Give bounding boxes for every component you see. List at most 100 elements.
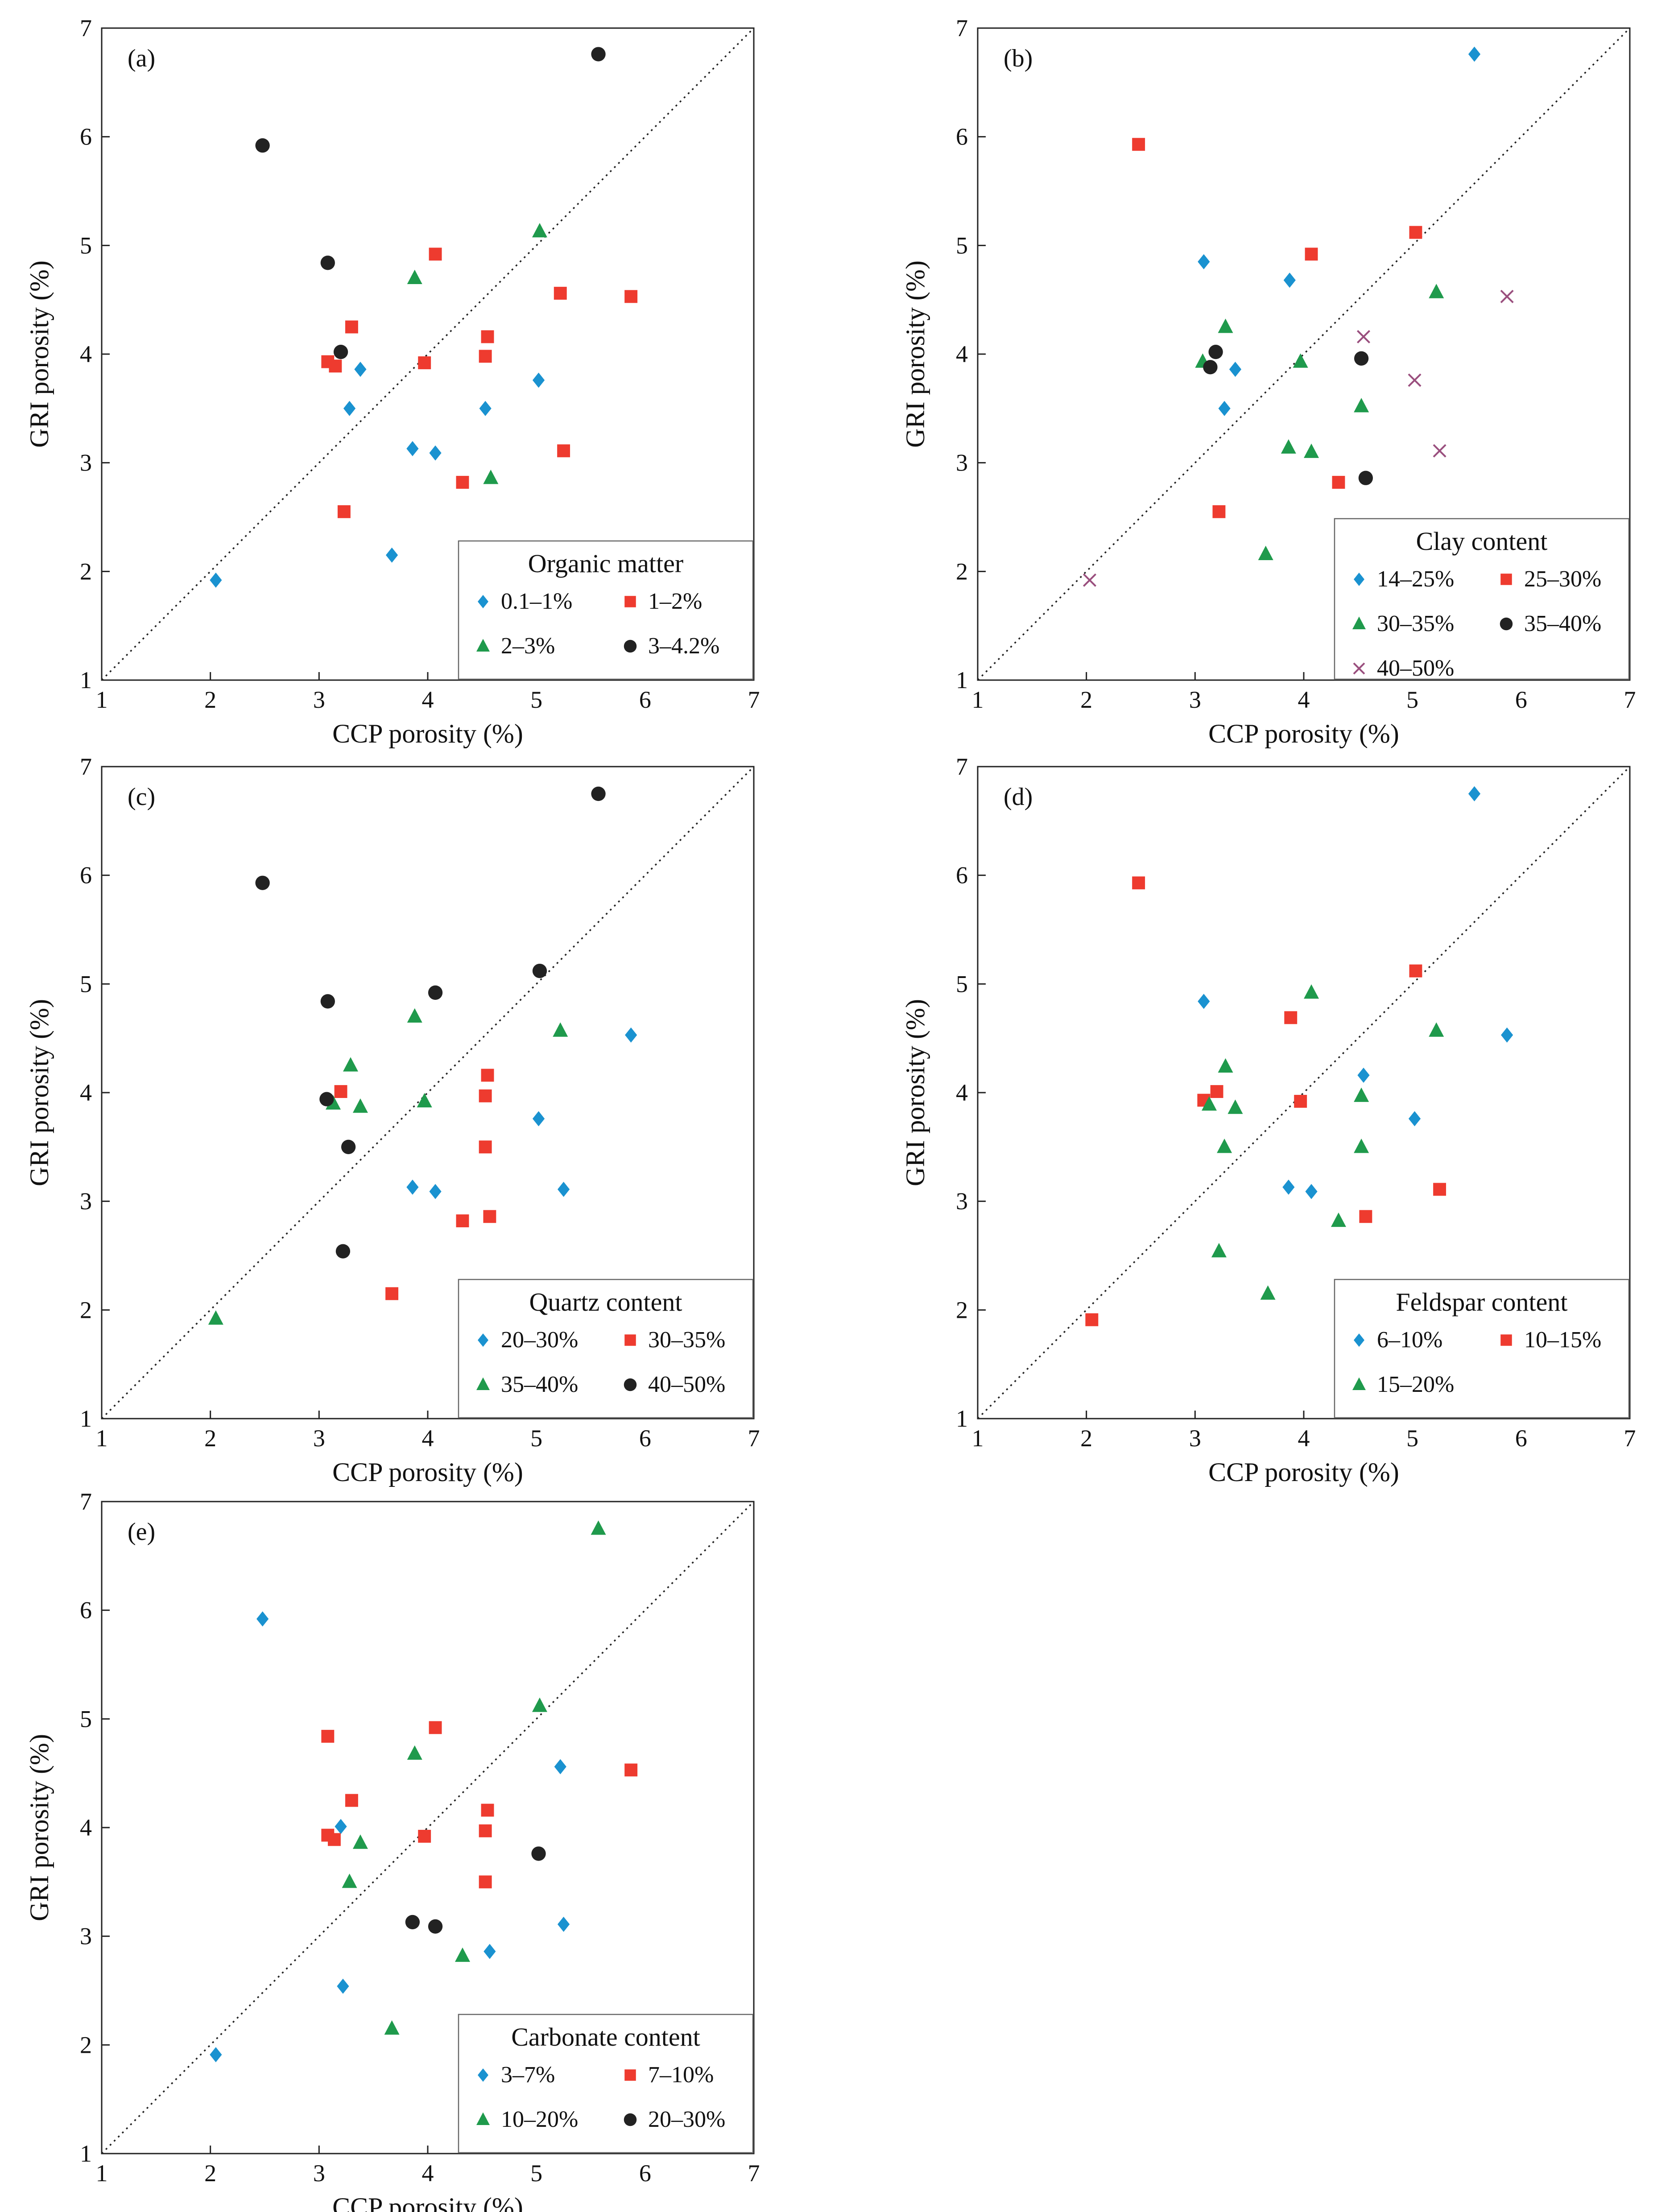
x-tick-label: 2 — [204, 2160, 216, 2187]
data-point — [256, 1611, 269, 1627]
data-point — [1408, 1111, 1421, 1127]
chart-panel-b: 1 2 3 4 5 6 7 1 2 3 4 5 6 7 CCP porosity (%) GRI porosi… — [901, 15, 1636, 748]
x-tick-label: 5 — [530, 2160, 542, 2187]
x-tick-label: 7 — [1624, 686, 1636, 713]
data-point — [1217, 1139, 1232, 1153]
x-tick-label: 3 — [1189, 1425, 1201, 1452]
y-tick-label: 2 — [956, 558, 968, 585]
x-tick-label: 7 — [1624, 1425, 1636, 1452]
x-tick-label: 7 — [748, 686, 760, 713]
legend-entry-label: 0.1–1% — [501, 589, 572, 614]
legend-marker — [476, 639, 490, 652]
y-tick-label: 1 — [80, 2140, 92, 2167]
data-point — [319, 1092, 334, 1106]
x-tick-label: 6 — [1515, 1425, 1527, 1452]
data-point — [1429, 1022, 1444, 1037]
data-point — [624, 290, 638, 303]
data-point — [1198, 254, 1210, 269]
x-tick-label: 1 — [96, 686, 108, 713]
data-point — [405, 1915, 420, 1930]
x-axis-title: CCP porosity (%) — [1208, 1457, 1399, 1487]
chart-panel-d: 1 2 3 4 5 6 7 1 2 3 4 5 6 7 CCP porosity (%) GRI porosi… — [901, 753, 1636, 1487]
legend-marker — [624, 1334, 636, 1346]
legend-entry-label: 3–7% — [501, 2062, 555, 2088]
legend-marker — [478, 2068, 488, 2082]
legend-entry-label: 30–35% — [648, 1327, 725, 1353]
data-point — [343, 400, 356, 416]
data-point — [1305, 248, 1318, 261]
data-point — [557, 444, 570, 458]
data-point — [1354, 351, 1369, 366]
x-axis-title: CCP porosity (%) — [1208, 719, 1399, 748]
data-point — [591, 786, 606, 801]
data-point — [1354, 1139, 1369, 1153]
data-point — [335, 1819, 347, 1834]
legend-entry-label: 6–10% — [1377, 1327, 1442, 1353]
data-point — [532, 223, 547, 238]
data-point — [334, 1085, 347, 1098]
legend-box — [1334, 1279, 1630, 1419]
y-tick-label: 5 — [956, 232, 968, 259]
y-tick-label: 4 — [956, 341, 968, 367]
data-point — [1202, 1096, 1217, 1111]
legend-box — [458, 2014, 754, 2154]
legend-entry-label: 40–50% — [648, 1372, 725, 1397]
legend-entry-label: 10–15% — [1524, 1327, 1601, 1353]
data-point — [1212, 505, 1226, 518]
data-point — [208, 1310, 223, 1325]
legend-entry-label: 7–10% — [648, 2062, 714, 2088]
legend-entry-label: 2–3% — [501, 633, 555, 659]
legend-marker — [1352, 616, 1366, 629]
legend-entry-label: 20–30% — [501, 1327, 578, 1353]
x-tick-label: 3 — [313, 1425, 325, 1452]
data-point — [327, 1833, 341, 1846]
legend-marker — [1352, 1377, 1366, 1390]
y-tick-label: 6 — [80, 1597, 92, 1624]
legend-marker — [1500, 574, 1512, 585]
data-point — [481, 330, 494, 343]
data-point — [554, 1759, 566, 1775]
data-point — [320, 994, 335, 1009]
y-tick-label: 4 — [80, 1079, 92, 1106]
legend-marker — [1354, 573, 1364, 586]
x-tick-label: 1 — [96, 2160, 108, 2187]
data-point — [1468, 786, 1481, 801]
chart-panel-a: 1 2 3 4 5 6 7 1 2 3 4 5 6 7 CCP porosity (%) GRI porosi… — [25, 15, 760, 748]
data-point — [345, 1794, 358, 1807]
data-point — [532, 1697, 547, 1712]
data-point — [354, 362, 367, 377]
legend-box — [458, 1279, 754, 1419]
x-tick-label: 6 — [639, 2160, 651, 2187]
data-point — [320, 256, 335, 270]
data-point — [1210, 1085, 1223, 1098]
data-point — [1304, 443, 1319, 458]
legend-entry-label: 35–40% — [1524, 611, 1601, 636]
y-tick-label: 2 — [956, 1296, 968, 1323]
legend-marker — [1500, 1334, 1512, 1346]
y-tick-label: 1 — [80, 1405, 92, 1432]
y-tick-label: 2 — [80, 1296, 92, 1323]
legend: Quartz content 20–30% 30–35% 35–40% 40–50% — [458, 1279, 754, 1419]
data-point — [1304, 984, 1319, 999]
x-tick-label: 3 — [1189, 686, 1201, 713]
data-point — [1357, 1068, 1370, 1083]
x-tick-label: 4 — [422, 1425, 434, 1452]
x-tick-label: 7 — [748, 2160, 760, 2187]
data-point — [557, 1181, 570, 1197]
y-tick-label: 7 — [956, 15, 968, 41]
data-point — [1359, 1210, 1372, 1223]
y-axis-title: GRI porosity (%) — [25, 999, 54, 1186]
data-point — [417, 1093, 432, 1108]
legend-marker — [476, 2112, 490, 2125]
x-tick-label: 6 — [1515, 686, 1527, 713]
legend: Carbonate content 3–7% 7–10% 10–20% 20–30% — [458, 2014, 754, 2154]
data-point — [406, 1179, 419, 1195]
data-point — [484, 1944, 496, 1959]
data-point — [625, 1027, 637, 1043]
chart-panel-e: 1 2 3 4 5 6 7 1 2 3 4 5 6 7 CCP porosity (%) GRI porosi… — [25, 1488, 760, 2212]
data-point — [1305, 1184, 1318, 1199]
legend-entry-label: 30–35% — [1377, 611, 1454, 636]
data-point — [479, 400, 492, 416]
data-point — [428, 1919, 443, 1934]
